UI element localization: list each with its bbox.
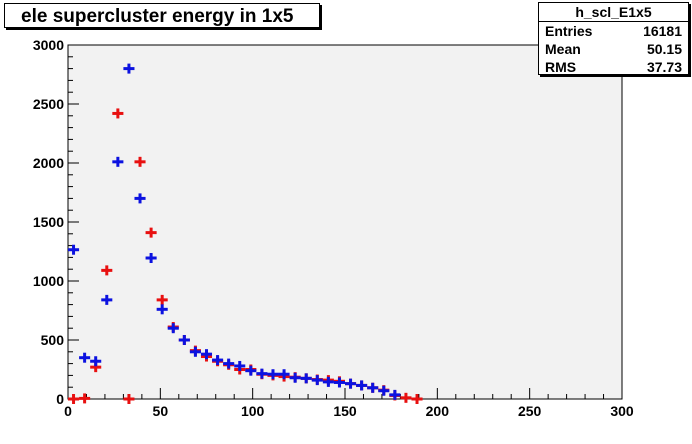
data-point — [333, 377, 345, 388]
data-point — [156, 294, 168, 305]
statistics-box: h_scl_E1x5 Entries 16181 Mean 50.15 RMS … — [538, 2, 689, 75]
data-point — [311, 375, 323, 386]
chart-title: ele supercluster energy in 1x5 — [21, 6, 294, 27]
x-tick-label: 100 — [241, 403, 265, 419]
stats-value: 16181 — [643, 23, 682, 39]
data-point — [156, 304, 168, 315]
data-point — [367, 382, 379, 393]
data-point — [256, 368, 268, 379]
stats-label: Mean — [545, 41, 581, 57]
data-point — [123, 63, 135, 74]
data-point — [322, 376, 334, 387]
data-point — [300, 373, 312, 384]
title-box: ele supercluster energy in 1x5 — [4, 3, 320, 28]
stats-value: 37.73 — [646, 59, 682, 75]
data-point — [145, 252, 157, 263]
y-tick-label: 2500 — [33, 96, 64, 112]
y-tick-label: 500 — [41, 332, 65, 348]
series-2 — [68, 63, 401, 400]
data-point — [189, 346, 201, 357]
data-point — [123, 394, 135, 404]
x-tick-label: 300 — [610, 403, 634, 419]
data-point — [68, 244, 80, 255]
data-point — [289, 372, 301, 383]
data-point — [411, 394, 423, 404]
stats-row-rms: RMS 37.73 — [539, 58, 688, 76]
data-point — [79, 393, 91, 404]
data-point — [345, 378, 357, 389]
stats-histogram-name: h_scl_E1x5 — [539, 3, 688, 22]
data-point — [145, 227, 157, 238]
data-point — [378, 385, 390, 396]
data-point — [112, 108, 124, 119]
data-point — [167, 323, 179, 334]
data-point — [134, 193, 146, 204]
data-point — [178, 335, 190, 345]
data-point — [112, 156, 124, 167]
stats-label: Entries — [545, 23, 593, 39]
x-tick-label: 150 — [333, 403, 357, 419]
y-tick-label: 1000 — [33, 273, 64, 289]
x-tick-label: 200 — [426, 403, 450, 419]
y-tick-label: 1500 — [33, 214, 64, 230]
x-tick-label: 0 — [64, 403, 72, 419]
data-point — [79, 352, 91, 363]
data-point — [200, 349, 213, 360]
data-point — [389, 389, 401, 400]
data-point — [101, 294, 113, 305]
y-tick-label: 2000 — [33, 155, 64, 171]
data-point — [278, 369, 290, 380]
y-tick-label: 0 — [56, 391, 64, 407]
data-marks — [68, 63, 423, 404]
data-point — [400, 392, 412, 403]
data-point — [90, 356, 102, 367]
data-point — [101, 265, 113, 276]
data-point — [134, 156, 146, 167]
stats-row-mean: Mean 50.15 — [539, 40, 688, 58]
y-tick-label: 3000 — [33, 37, 64, 53]
axes: 0 50 100 150 200 250 3000500100015002000250030… — [33, 37, 634, 419]
data-point — [267, 369, 279, 380]
data-point — [356, 380, 368, 391]
data-point — [245, 365, 257, 376]
stats-value: 50.15 — [646, 41, 682, 57]
x-tick-label: 250 — [518, 403, 542, 419]
stats-row-entries: Entries 16181 — [539, 22, 688, 40]
data-point — [68, 394, 80, 404]
data-point — [223, 358, 235, 369]
stats-label: RMS — [545, 59, 577, 75]
x-tick-label: 50 — [153, 403, 169, 419]
data-point — [234, 360, 246, 371]
data-point — [212, 355, 224, 366]
plot-frame — [67, 44, 623, 400]
